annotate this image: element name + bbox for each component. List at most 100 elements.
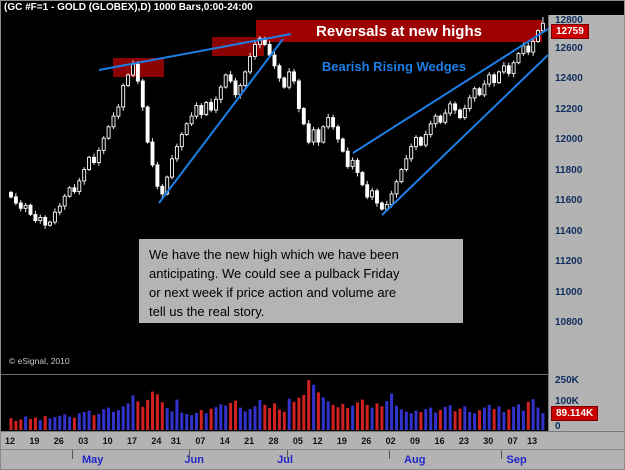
volume-bar	[190, 415, 194, 430]
volume-bar	[77, 413, 81, 430]
candle-body	[155, 164, 160, 187]
date-tick-label: 03	[78, 436, 89, 446]
candle-body	[28, 204, 33, 215]
price-axis-label: 12000	[555, 134, 583, 145]
candle-body	[516, 53, 521, 64]
candle-body	[170, 158, 174, 178]
volume-bar	[370, 407, 374, 430]
candle-body	[521, 45, 526, 55]
candle-body	[492, 74, 497, 83]
volume-bar	[458, 408, 462, 430]
volume-bar	[199, 410, 203, 430]
candle-body	[223, 74, 228, 88]
volume-bar	[307, 380, 311, 430]
candle-body	[321, 126, 326, 143]
date-tick-label: 19	[29, 436, 40, 446]
candle-body	[57, 205, 62, 213]
price-axis-label: 11800	[555, 164, 583, 176]
price-axis[interactable]: 12800 12600 12400 12200 12000 11800 11600 11400…	[548, 15, 624, 432]
candle-body	[409, 146, 414, 160]
candle-body	[18, 202, 23, 209]
date-tick-label: 23	[458, 436, 469, 446]
volume-bar	[438, 410, 442, 430]
date-tick-label: 19	[336, 436, 347, 446]
volume-bar	[248, 409, 252, 430]
price-axis-label: 11200	[555, 256, 583, 267]
volume-bar	[434, 412, 438, 430]
candle-body	[9, 191, 13, 198]
volume-bar	[175, 399, 179, 430]
volume-bar	[170, 411, 174, 430]
candle-body	[379, 202, 384, 210]
candle-body	[306, 123, 311, 143]
candle-body	[131, 63, 135, 76]
candle-body	[331, 117, 336, 128]
volume-bar	[87, 410, 91, 430]
candle-body	[501, 65, 506, 73]
volume-pane[interactable]	[1, 375, 548, 431]
wedge-trendline-2[interactable]	[158, 38, 284, 204]
candle-body	[316, 129, 321, 143]
price-axis-label: 11600	[555, 195, 583, 206]
month-boundary-tick	[72, 450, 73, 459]
volume-bar	[160, 402, 164, 430]
chart-title: (GC #F=1 - GOLD (GLOBEX),D) 1000 Bars,0:…	[4, 2, 253, 13]
candle-body	[92, 156, 96, 164]
volume-bar	[521, 410, 525, 430]
wedge-trendline-4[interactable]	[381, 54, 549, 216]
candle-body	[438, 115, 443, 123]
candle-body	[111, 115, 116, 128]
candle-body	[389, 193, 394, 206]
volume-bar	[185, 414, 189, 430]
volume-bar	[19, 419, 23, 430]
volume-bar	[155, 394, 159, 430]
candle-body	[106, 126, 111, 139]
candle-body	[52, 211, 57, 223]
pane-divider[interactable]	[1, 374, 548, 375]
wedge-trendline-3[interactable]	[352, 28, 549, 154]
volume-chart-svg[interactable]	[1, 375, 548, 431]
volume-bar	[399, 409, 403, 430]
volume-axis-label: 250K	[555, 375, 579, 386]
candle-body	[301, 108, 306, 125]
month-boundary-tick	[189, 450, 190, 459]
volume-bar	[424, 409, 428, 430]
price-pane[interactable]: Reversals at new highs Bearish Rising Wed…	[1, 15, 549, 374]
volume-bar	[29, 419, 32, 430]
volume-bar	[131, 395, 135, 430]
date-axis[interactable]: 12 19 26 03 10 17 24 31 07 14 21 28 05 12 19 26 02 09 16 23…	[1, 431, 624, 449]
volume-bar	[326, 401, 330, 430]
date-tick-label: 26	[53, 436, 64, 446]
candle-body	[482, 83, 487, 96]
volume-bar	[356, 402, 359, 430]
volume-bar	[258, 400, 262, 430]
price-axis-label: 10800	[555, 317, 583, 328]
volume-bar	[180, 412, 184, 430]
last-volume-badge: 89.114K	[551, 406, 599, 421]
note-text-line: tell us the real story.	[149, 304, 264, 319]
copyright-label: © eSignal, 2010	[9, 356, 70, 366]
candle-body	[506, 65, 511, 74]
volume-bar	[263, 404, 267, 430]
volume-bar	[214, 407, 218, 430]
candle-body	[179, 133, 184, 148]
volume-bar	[126, 403, 130, 430]
month-boundary-tick	[287, 450, 288, 459]
volume-bar	[107, 407, 111, 430]
candle-body	[418, 137, 423, 146]
volume-bar	[512, 406, 516, 430]
wedge-trendline-1[interactable]	[98, 33, 292, 71]
volume-bar	[478, 410, 481, 430]
candle-body	[296, 80, 301, 109]
volume-bar	[414, 410, 418, 430]
volume-bar	[331, 404, 335, 430]
banner[interactable]	[256, 20, 542, 42]
price-chart-svg[interactable]: Reversals at new highs Bearish Rising Wed…	[1, 15, 549, 374]
candle-body	[194, 105, 199, 117]
banner-label: Reversals at new highs	[316, 23, 482, 40]
volume-bar	[419, 412, 423, 431]
volume-bar	[473, 413, 477, 430]
volume-bar	[277, 409, 281, 430]
candle-body	[267, 43, 272, 56]
candle-body	[116, 106, 121, 117]
